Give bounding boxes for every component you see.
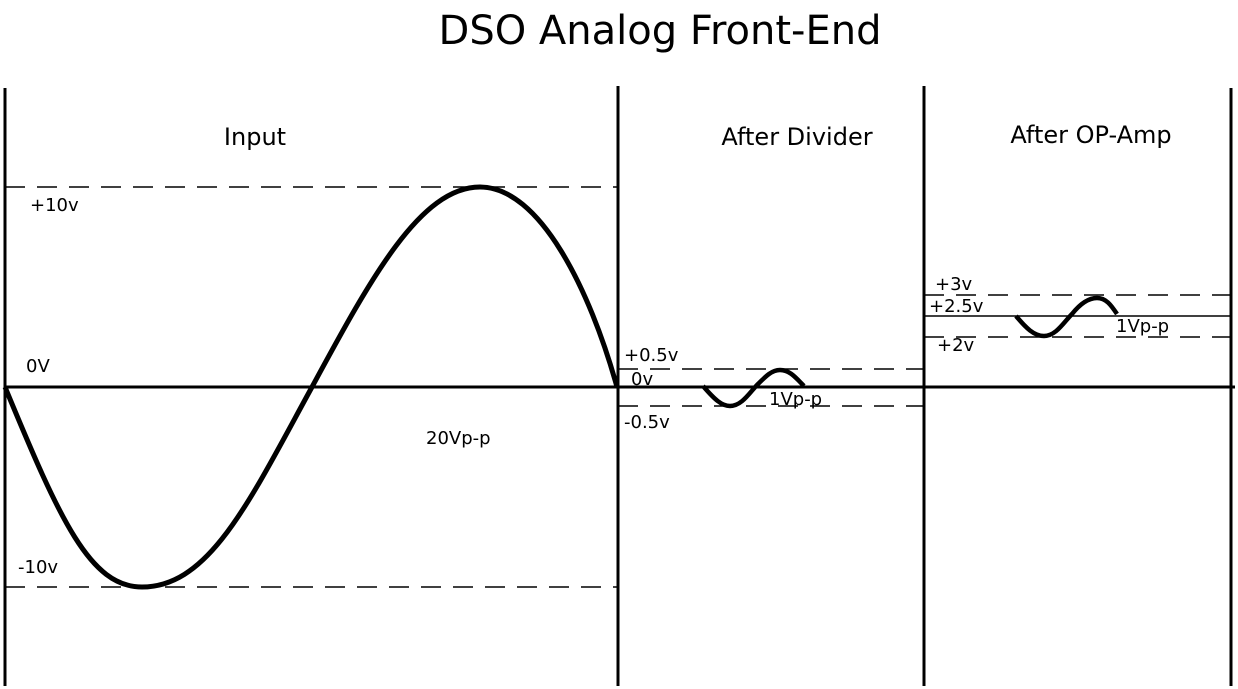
input-zero-label: 0V bbox=[26, 356, 50, 377]
input-heading: Input bbox=[224, 123, 286, 151]
opamp-heading: After OP-Amp bbox=[1010, 121, 1171, 149]
input-minus-label: -10v bbox=[18, 557, 58, 578]
divider-zero-label: 0v bbox=[631, 369, 653, 390]
opamp-amplitude-label: 1Vp-p bbox=[1116, 316, 1169, 337]
input-plus-label: +10v bbox=[30, 195, 79, 216]
divider-minus-label: -0.5v bbox=[624, 412, 670, 433]
opamp-plus-label: +3v bbox=[935, 274, 973, 295]
divider-plus-label: +0.5v bbox=[624, 345, 679, 366]
divider-amplitude-label: 1Vp-p bbox=[769, 389, 822, 410]
divider-sine-wave bbox=[701, 367, 806, 409]
page-title: DSO Analog Front-End bbox=[439, 8, 882, 54]
input-sine-wave bbox=[2, 184, 620, 590]
opamp-mid-label: +2.5v bbox=[929, 296, 984, 317]
opamp-minus-label: +2v bbox=[937, 335, 975, 356]
opamp-sine-wave bbox=[1014, 295, 1119, 339]
divider-heading: After Divider bbox=[721, 123, 872, 151]
input-amplitude-label: 20Vp-p bbox=[426, 428, 491, 449]
